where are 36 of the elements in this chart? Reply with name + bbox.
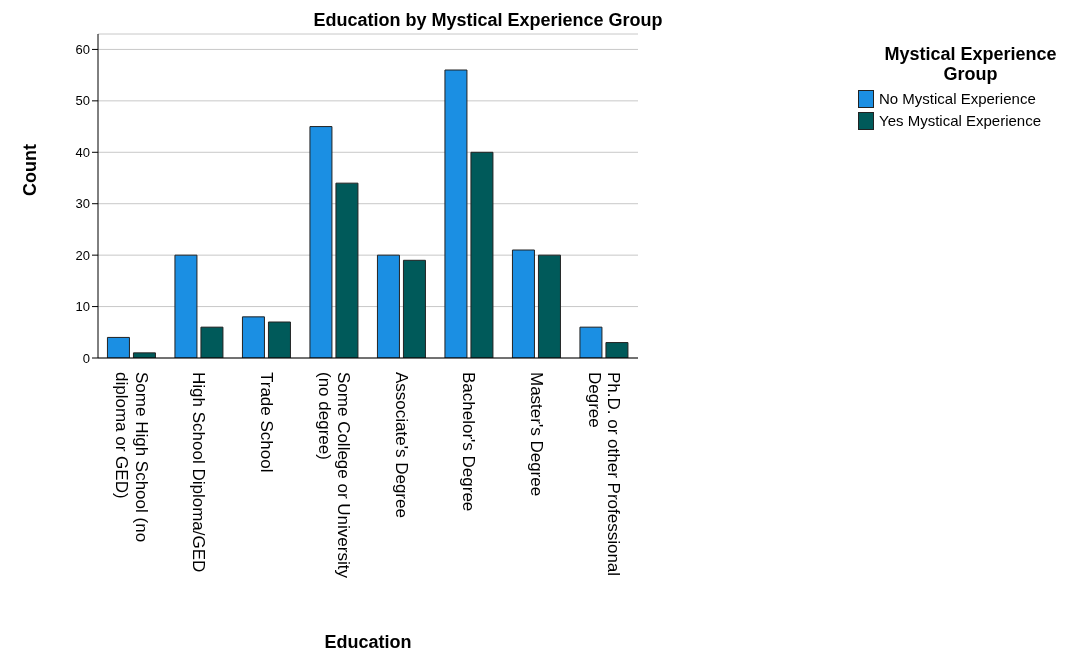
bar: [579, 326, 603, 358]
y-tick-label: 40: [75, 144, 90, 160]
y-tick-label: 20: [75, 247, 90, 263]
x-tick-label: High School Diploma/GED: [189, 372, 209, 573]
x-axis-title: Education: [324, 632, 412, 652]
x-tick-label: Master's Degree: [526, 372, 546, 497]
y-tick-label: 0: [82, 350, 90, 366]
bar: [511, 249, 535, 358]
x-tick-label: Bachelor's Degree: [459, 372, 479, 512]
x-tick-label: Some High School (no diploma or GED): [112, 372, 151, 543]
bar: [537, 254, 561, 358]
bar: [470, 151, 494, 358]
bar: [200, 326, 224, 358]
bar: [309, 126, 333, 358]
bar: [605, 342, 629, 358]
x-tick-label: Trade School: [256, 372, 276, 473]
x-tick-label: Some College or University (no degree): [314, 372, 354, 579]
y-tick-label: 60: [75, 42, 90, 58]
legend-label: No Mystical Experience: [878, 89, 1037, 109]
bar: [174, 254, 198, 358]
x-tick-label: Ph.D. or other Professional Degree: [584, 372, 624, 577]
y-tick-label: 50: [75, 93, 90, 109]
y-tick-label: 10: [75, 299, 90, 315]
bar: [335, 182, 359, 358]
bar: [241, 316, 265, 358]
legend-label: Yes Mystical Experience: [878, 111, 1043, 131]
bar: [376, 254, 400, 358]
bar: [267, 321, 291, 358]
y-axis-title: Count: [20, 144, 41, 196]
y-tick-label: 30: [75, 196, 90, 212]
chart-title: Education by Mystical Experience Group: [312, 10, 664, 31]
x-tick-label: Associate's Degree: [391, 372, 411, 518]
bar: [444, 69, 468, 358]
legend-title: Mystical Experience Group: [883, 44, 1058, 84]
bar: [106, 336, 130, 358]
bar: [402, 259, 426, 358]
